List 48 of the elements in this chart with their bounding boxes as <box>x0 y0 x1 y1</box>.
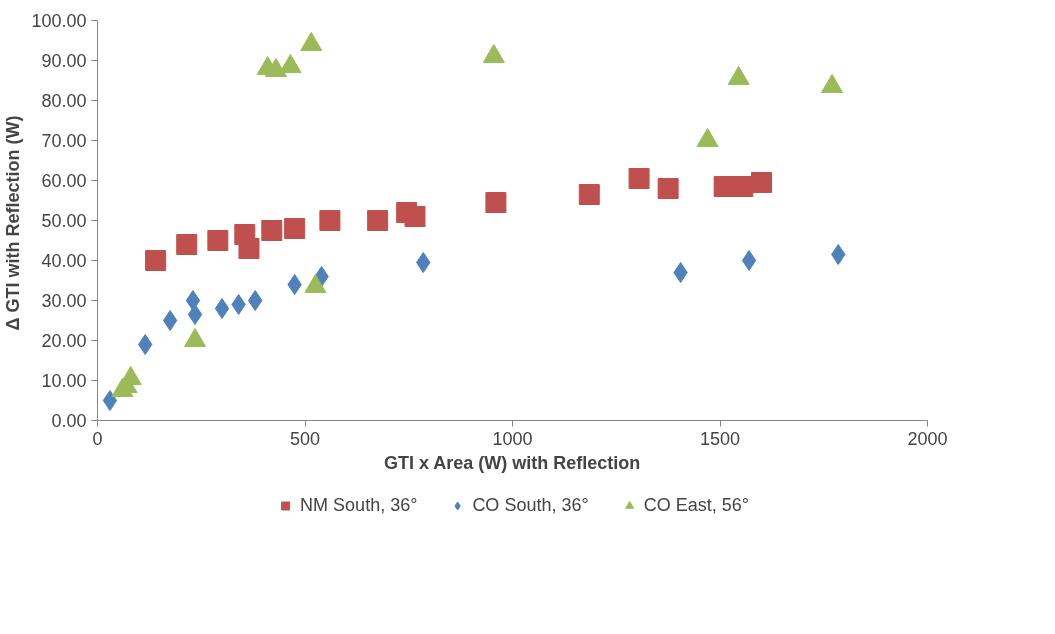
point <box>145 250 167 271</box>
y-tick-label: 10.00 <box>41 371 87 391</box>
x-tick-label: 500 <box>289 428 321 449</box>
y-tick-label: 70.00 <box>41 131 87 151</box>
point <box>578 184 600 205</box>
point <box>176 234 198 255</box>
point <box>831 244 846 265</box>
point <box>287 274 302 295</box>
x-tick-label: 0 <box>92 428 103 449</box>
y-axis-title: Δ GTI with Reflection (W) <box>3 115 24 331</box>
point <box>207 230 229 251</box>
y-tick-label: 60.00 <box>41 171 87 191</box>
y-tick-label: 90.00 <box>41 51 87 71</box>
point <box>741 250 757 271</box>
point <box>138 334 153 355</box>
x-tick-label: 1500 <box>699 428 741 449</box>
y-tick-label: 0.00 <box>51 411 87 431</box>
y-tick-label: 80.00 <box>41 91 87 111</box>
point <box>732 176 754 197</box>
point <box>187 304 203 325</box>
y-tick-label: 30.00 <box>41 291 87 311</box>
x-tick-label: 2000 <box>907 428 948 449</box>
point <box>238 238 260 259</box>
point <box>102 390 118 411</box>
point <box>404 206 426 227</box>
x-axis-title: GTI x Area (W) with Reflection <box>383 452 641 473</box>
x-tick-label: 1000 <box>492 428 533 449</box>
point <box>319 210 341 231</box>
y-tick-label: 20.00 <box>41 331 87 351</box>
point <box>162 310 178 331</box>
point <box>485 192 507 213</box>
legend-label: NM South, 36° <box>300 494 418 516</box>
point <box>214 298 230 319</box>
legend-label: CO South, 36° <box>472 494 589 516</box>
point <box>416 252 431 273</box>
legend-label: CO East, 56° <box>643 494 749 516</box>
y-tick-label: 50.00 <box>41 211 87 231</box>
point <box>657 178 679 199</box>
point <box>673 262 688 283</box>
point <box>248 290 263 311</box>
point <box>628 168 650 189</box>
point <box>231 294 246 315</box>
point <box>367 210 389 231</box>
point <box>261 220 283 241</box>
point <box>284 218 306 239</box>
y-tick-label: 40.00 <box>41 251 87 271</box>
point <box>751 172 772 193</box>
y-tick-label: 100.00 <box>31 11 87 31</box>
